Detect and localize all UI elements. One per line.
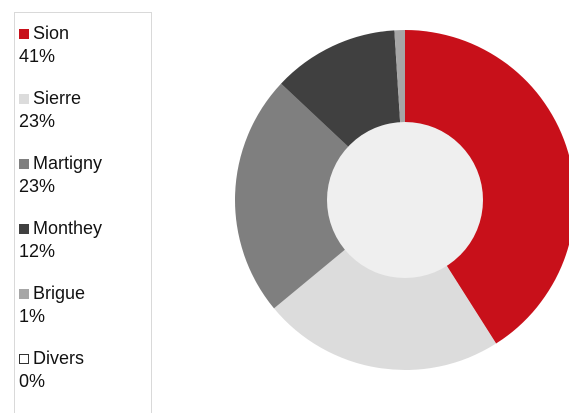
legend-swatch <box>19 93 29 104</box>
legend-item-monthey: Monthey 12% <box>19 217 102 263</box>
legend-label: Monthey <box>33 218 103 238</box>
legend-label: Sion <box>33 23 70 43</box>
legend-item-brigue: Brigue 1% <box>19 282 85 328</box>
legend-swatch <box>19 353 29 364</box>
donut-hole <box>327 122 483 278</box>
legend-percent: 23% <box>19 111 56 131</box>
legend-swatch <box>19 223 29 234</box>
legend-label: Brigue <box>33 283 86 303</box>
legend-item-divers: Divers 0% <box>19 347 84 393</box>
legend-label: Sierre <box>33 88 82 108</box>
legend-percent: 12% <box>19 241 56 261</box>
legend-item-sion: Sion 41% <box>19 22 69 68</box>
slice-sierre <box>274 200 497 370</box>
legend-swatch <box>19 28 29 39</box>
chart-legend <box>14 12 152 413</box>
legend-percent: 1% <box>19 306 46 326</box>
slice-sion <box>405 30 569 344</box>
slice-martigny <box>235 83 405 309</box>
legend-swatch <box>19 158 29 169</box>
donut-chart <box>235 30 569 370</box>
legend-percent: 41% <box>19 46 56 66</box>
legend-item-sierre: Sierre 23% <box>19 87 81 133</box>
legend-percent: 0% <box>19 371 46 391</box>
legend-percent: 23% <box>19 176 56 196</box>
legend-swatch <box>19 288 29 299</box>
legend-label: Divers <box>33 348 85 368</box>
legend-label: Martigny <box>33 153 103 173</box>
legend-item-martigny: Martigny 23% <box>19 152 102 198</box>
